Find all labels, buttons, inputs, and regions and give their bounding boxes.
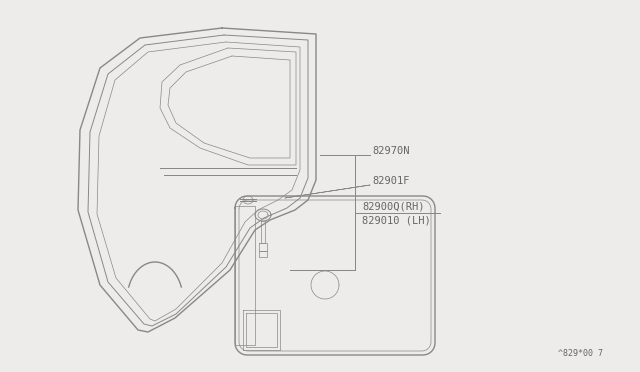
Text: 829010 (LH): 829010 (LH) [362, 215, 431, 225]
Text: ^829*00 7: ^829*00 7 [557, 349, 602, 358]
Text: 82901F: 82901F [372, 176, 410, 186]
Text: 82900Q(RH): 82900Q(RH) [362, 201, 424, 211]
Text: 82970N: 82970N [372, 146, 410, 156]
